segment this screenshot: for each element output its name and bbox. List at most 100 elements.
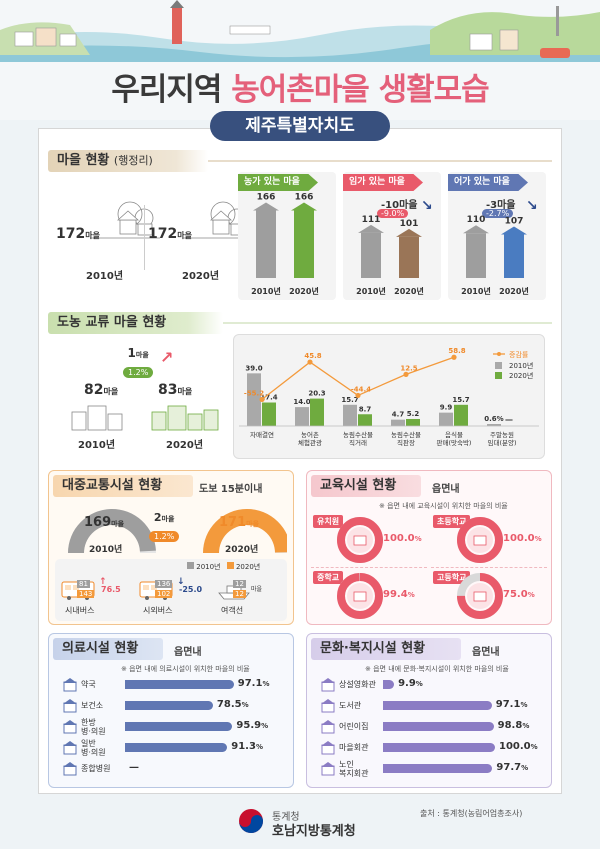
- culture-value-0: 9.9%: [398, 678, 423, 689]
- edu-donut-fill-1: [457, 517, 503, 563]
- village-farm-value-0: 166: [257, 192, 276, 202]
- transport-pct-badge: 1.2%: [149, 531, 180, 542]
- village-forest-bar-0: [361, 232, 381, 278]
- exchange-bar-2020-2: [358, 414, 372, 426]
- legend-2010-label: 2010년: [509, 361, 533, 370]
- medical-section: 의료시설 현황 읍면내 ※ 읍면 내에 의료시설이 위치한 마을의 비율 약국 9…: [48, 633, 294, 788]
- exchange-label-2010-3: 4.7: [392, 411, 405, 419]
- village-forest-bar-cap-0: [358, 224, 384, 233]
- village-farm-bars: 166 2010년 166 2020년: [251, 192, 319, 296]
- exchange-category-5-0: 주말농원: [490, 430, 514, 439]
- culture-unit-3: %: [530, 743, 538, 751]
- exchange-category-4-1: 판매(맛숙박): [437, 438, 472, 447]
- exchange-category-2-1: 직거래: [349, 438, 367, 447]
- village-forest-chart: [343, 172, 441, 300]
- medical-value-0: 97.1%: [237, 678, 270, 689]
- village-forest-value-1: 101: [400, 219, 419, 229]
- exchange-bar-2010-4: [439, 412, 453, 426]
- village-2010-count: 172마을: [56, 226, 100, 242]
- culture-label-1: 도서관: [339, 701, 362, 710]
- medical-value-4: —: [129, 762, 139, 773]
- exchange-rate-label-1: 45.8: [304, 352, 321, 360]
- org-line2: 호남지방통계청: [272, 824, 356, 839]
- exchange-2020-buildings-icon: [151, 405, 219, 431]
- medical-value-2: 95.9%: [236, 720, 269, 731]
- medical-facility-icon-0: [63, 678, 77, 692]
- village-forest-year-1: 2020년: [394, 286, 424, 296]
- exchange-label-2020-3: 5.2: [407, 410, 420, 418]
- transport-0-pct: 76.5: [101, 585, 121, 594]
- village-fish-value-1: 107: [505, 216, 524, 226]
- school-building-icon-0: [353, 535, 367, 546]
- culture-label-0: 상설영화관: [339, 680, 376, 689]
- culture-unit-2: %: [522, 722, 530, 730]
- edu-label-2: 중학교: [313, 571, 344, 584]
- village-forest-year-0: 2010년: [356, 286, 386, 296]
- transport-2010-count: 169마을: [84, 515, 125, 530]
- village-farm-title: 농가 있는 마을: [238, 174, 318, 191]
- education-heading: 교육시설 현황: [311, 475, 421, 497]
- exchange-label-2010-0: 39.0: [245, 364, 262, 372]
- village-forest-pct-badge: -9.0%: [377, 209, 409, 218]
- transport-2020-year: 2020년: [225, 545, 259, 555]
- transport-0-label: 시내버스: [65, 606, 95, 615]
- exchange-label-2010-4: 9.9: [440, 404, 453, 412]
- transport-tag: 도보 15분이내: [199, 484, 263, 495]
- village-forest-bars: 111 2010년 101 2020년: [356, 215, 424, 296]
- exchange-label-2010-1: 14.0: [293, 398, 310, 406]
- village-fish-pct-badge: -2.7%: [482, 209, 514, 218]
- edu-donut-1: [457, 517, 503, 563]
- title-part2: 농어촌마을 생활모습: [231, 72, 489, 108]
- exchange-rate-point-1: [307, 359, 313, 365]
- exchange-bar-2010-0: [247, 373, 261, 426]
- edu-unit-0: %: [414, 535, 422, 543]
- exchange-rate-point-3: [403, 371, 409, 377]
- exchange-label-2010-2: 15.7: [341, 396, 358, 404]
- exchange-bar-2010-3: [391, 419, 405, 426]
- exchange-rate-point-0: [259, 396, 265, 403]
- page-title: 우리지역 농어촌마을 생활모습: [0, 64, 600, 109]
- exchange-rate-label-3: 12.5: [400, 364, 417, 372]
- edu-value-1: 100.0%: [503, 533, 542, 544]
- transport-0-2020: 143: [77, 590, 95, 598]
- edu-unit-3: %: [527, 591, 535, 599]
- culture-tag: 읍면내: [472, 647, 500, 658]
- village-heading: 마을 현황 (행정리): [48, 150, 208, 172]
- exchange-label-2020-4: 15.7: [452, 396, 469, 404]
- village-fish-bar-1: [504, 234, 524, 278]
- medical-facility-icon-4: [63, 762, 77, 776]
- transport-change: 2마을 1.2%: [149, 511, 180, 543]
- village-farm-chart: [238, 172, 336, 300]
- culture-section: 문화·복지시설 현황 읍면내 ※ 읍면 내에 문화·복지시설이 위치한 마을의 …: [306, 633, 552, 788]
- exchange-bar-2020-0: [262, 402, 276, 426]
- exchange-label-2020-2: 8.7: [359, 405, 372, 413]
- education-note: ※ 읍면 내에 교육시설이 위치한 마을의 비율: [379, 502, 508, 510]
- education-section: 교육시설 현황 읍면내 ※ 읍면 내에 교육시설이 위치한 마을의 비율 유치원…: [306, 470, 552, 625]
- exchange-bar-2010-2: [343, 404, 357, 426]
- legend-2010-swatch: [495, 362, 502, 369]
- village-fish-bars: 110 2010년 107 2020년: [461, 215, 529, 296]
- village-farm-year-0: 2010년: [251, 286, 281, 296]
- medical-unit-2: %: [261, 722, 269, 730]
- exchange-label-2020-5: —: [505, 415, 513, 424]
- transport-1-pct: -25.0: [179, 585, 203, 594]
- medical-bar-0: [125, 680, 234, 689]
- edu-donut-fill-3: [457, 573, 503, 619]
- culture-value-2: 98.8%: [497, 720, 530, 731]
- exchange-2020-count: 83마을: [158, 382, 193, 398]
- village-fish-year-0: 2010년: [461, 286, 491, 296]
- exchange-change: 1마을 1.2%: [123, 346, 154, 379]
- title-part1: 우리지역: [111, 72, 222, 108]
- edu-label-0: 유치원: [313, 515, 344, 528]
- exchange-bar-2020-4: [454, 404, 468, 426]
- transport-gauge-fill-1: [203, 509, 287, 553]
- edu-value-0: 100.0%: [383, 533, 422, 544]
- culture-label-4: 노인 복지회관: [339, 760, 369, 778]
- medical-unit-1: %: [241, 701, 249, 709]
- exchange-label-2020-1: 20.3: [308, 390, 325, 398]
- exchange-rate-label-4: 58.8: [448, 347, 465, 355]
- exchange-chart-panel: [233, 334, 545, 459]
- culture-value-1: 97.1%: [495, 699, 528, 710]
- medical-label-2: 한방 병·의원: [81, 718, 106, 736]
- village-fish-year-1: 2020년: [499, 286, 529, 296]
